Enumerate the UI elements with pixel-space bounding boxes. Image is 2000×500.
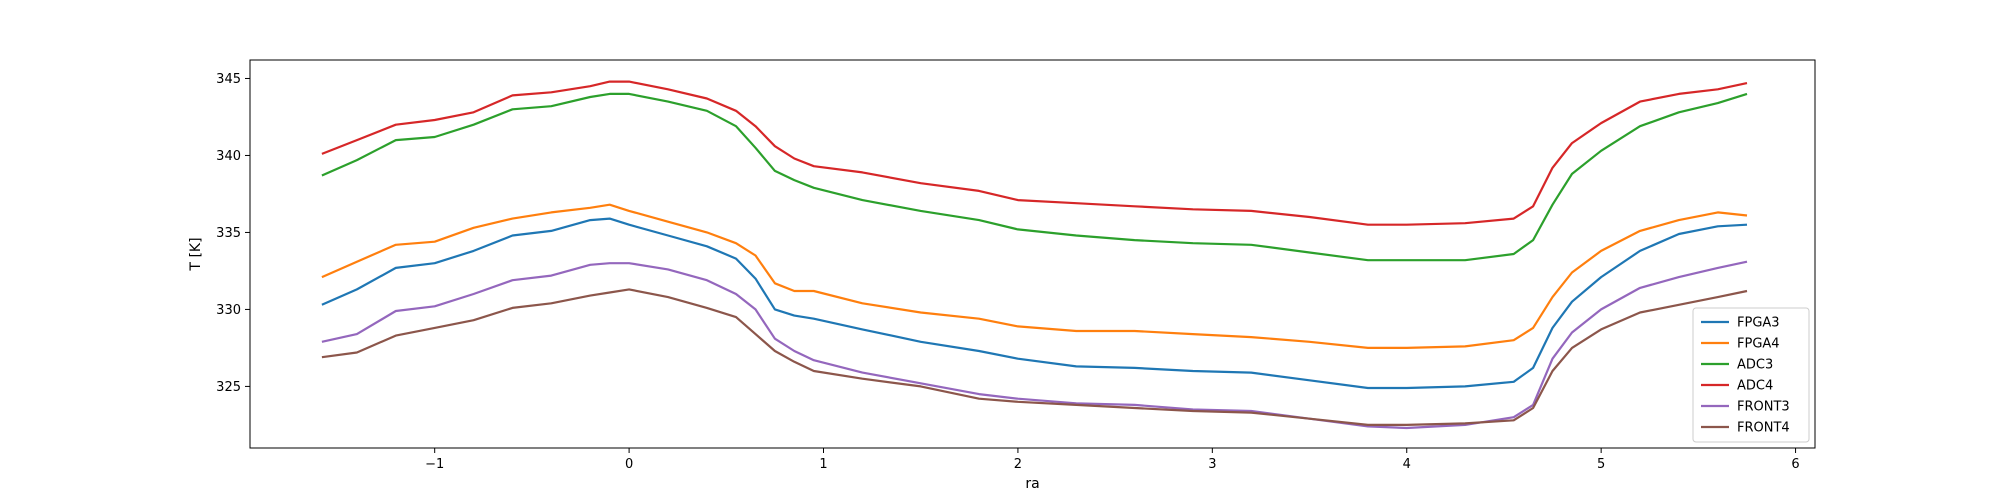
legend-entry: FRONT3 <box>1737 400 1790 415</box>
x-tick-label: 4 <box>1403 457 1411 472</box>
legend-entry: FPGA4 <box>1737 337 1780 352</box>
series-layer <box>321 80 1748 430</box>
legend-entry: ADC4 <box>1737 379 1773 394</box>
x-tick-label: 5 <box>1597 457 1605 472</box>
x-tick-label: 3 <box>1208 457 1216 472</box>
x-axis-label: ra <box>1025 476 1039 492</box>
legend: FPGA3 FPGA4 ADC3 ADC4 FRONT3 FRONT4 <box>1692 307 1810 443</box>
x-tick-label: 0 <box>625 457 633 472</box>
y-tick-label: 335 <box>216 226 241 241</box>
legend-box <box>1692 307 1810 443</box>
x-tick-label: 6 <box>1791 457 1799 472</box>
legend-entry: FRONT4 <box>1737 421 1790 436</box>
axes-frame <box>249 59 1816 449</box>
series-line-adc3 <box>321 92 1748 262</box>
plot-area <box>249 59 1816 449</box>
y-tick-label: 340 <box>216 149 241 164</box>
y-axis-label: T [K] <box>188 237 204 271</box>
legend-entry: ADC3 <box>1737 358 1773 373</box>
series-line-front4 <box>321 288 1748 426</box>
y-axis: 325 330 335 340 345 <box>216 72 250 395</box>
legend-entry: FPGA3 <box>1737 316 1780 331</box>
x-axis: −1 0 1 2 3 4 5 6 <box>425 448 1800 472</box>
y-tick-label: 325 <box>216 380 241 395</box>
series-line-fpga3 <box>321 217 1748 390</box>
series-line-adc4 <box>321 80 1748 226</box>
x-tick-label: 1 <box>819 457 827 472</box>
x-tick-label: 2 <box>1014 457 1022 472</box>
x-tick-label: −1 <box>425 457 444 472</box>
y-tick-label: 345 <box>216 72 241 87</box>
series-line-fpga4 <box>321 203 1748 349</box>
y-tick-label: 330 <box>216 303 241 318</box>
series-line-front3 <box>321 260 1748 430</box>
